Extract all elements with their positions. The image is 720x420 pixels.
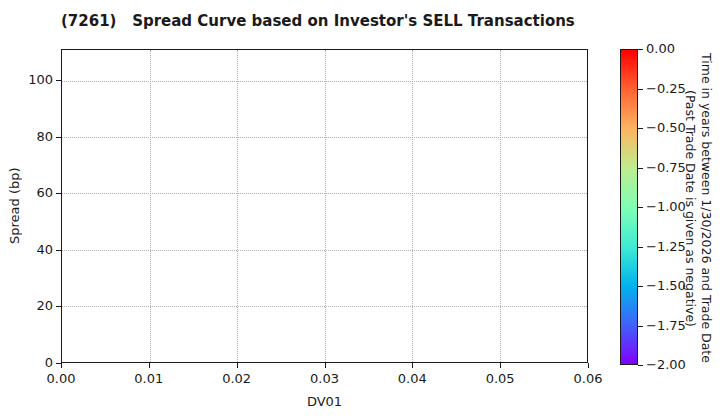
gridline-vertical <box>237 50 238 362</box>
colorbar-tick-label: −0.25 <box>646 81 686 97</box>
x-tick-label: 0.00 <box>36 371 86 387</box>
y-tick-mark <box>56 363 61 364</box>
y-tick-mark <box>56 80 61 81</box>
gridline-horizontal <box>62 137 587 138</box>
x-tick-mark <box>412 363 413 368</box>
colorbar-tick-mark <box>638 247 643 248</box>
plot-area <box>61 49 588 363</box>
colorbar-label: Time in years between 1/30/2026 and Trad… <box>682 42 714 374</box>
gridline-horizontal <box>62 306 587 307</box>
x-tick-mark <box>325 363 326 368</box>
colorbar-tick-mark <box>638 89 643 90</box>
colorbar-tick-mark <box>638 286 643 287</box>
y-tick-label: 20 <box>3 298 53 314</box>
gridline-horizontal <box>62 250 587 251</box>
x-tick-label: 0.04 <box>387 371 437 387</box>
x-tick-mark <box>237 363 238 368</box>
y-tick-label: 100 <box>3 72 53 88</box>
colorbar-tick-label: −1.00 <box>646 199 686 215</box>
x-tick-label: 0.03 <box>300 371 350 387</box>
x-tick-mark <box>61 363 62 368</box>
colorbar-tick-label: −1.25 <box>646 239 686 255</box>
gridline-vertical <box>412 50 413 362</box>
y-tick-mark <box>56 250 61 251</box>
gridline-horizontal <box>62 193 587 194</box>
y-tick-label: 60 <box>3 185 53 201</box>
colorbar-tick-label: −1.50 <box>646 278 686 294</box>
colorbar-tick-label: 0.00 <box>646 41 675 57</box>
gridline-vertical <box>500 50 501 362</box>
colorbar-label-line1: Time in years between 1/30/2026 and Trad… <box>698 42 714 374</box>
x-tick-label: 0.01 <box>124 371 174 387</box>
x-tick-label: 0.06 <box>563 371 613 387</box>
gridline-vertical <box>325 50 326 362</box>
x-axis-title: DV01 <box>61 394 588 410</box>
gridline-vertical <box>150 50 151 362</box>
y-tick-mark <box>56 306 61 307</box>
colorbar-tick-mark <box>638 168 643 169</box>
colorbar-label-line2: (Past Trade Date is given as negative) <box>682 42 698 374</box>
y-tick-label: 80 <box>3 129 53 145</box>
x-tick-label: 0.02 <box>212 371 262 387</box>
colorbar-tick-mark <box>638 207 643 208</box>
colorbar-tick-label: −1.75 <box>646 318 686 334</box>
colorbar-tick-mark <box>638 49 643 50</box>
y-axis-title: Spread (bp) <box>6 49 23 363</box>
colorbar <box>620 49 638 365</box>
colorbar-tick-mark <box>638 365 643 366</box>
colorbar-tick-mark <box>638 326 643 327</box>
y-tick-mark <box>56 137 61 138</box>
colorbar-tick-label: −0.50 <box>646 120 686 136</box>
x-tick-mark <box>149 363 150 368</box>
y-tick-label: 0 <box>3 355 53 371</box>
figure: (7261) Spread Curve based on Investor's … <box>0 0 720 420</box>
colorbar-tick-label: −0.75 <box>646 160 686 176</box>
x-tick-label: 0.05 <box>475 371 525 387</box>
x-tick-mark <box>588 363 589 368</box>
y-tick-label: 40 <box>3 242 53 258</box>
colorbar-tick-label: −2.00 <box>646 357 686 373</box>
gridline-horizontal <box>62 81 587 82</box>
chart-title: (7261) Spread Curve based on Investor's … <box>61 13 575 30</box>
x-tick-mark <box>500 363 501 368</box>
colorbar-tick-mark <box>638 128 643 129</box>
y-tick-mark <box>56 193 61 194</box>
